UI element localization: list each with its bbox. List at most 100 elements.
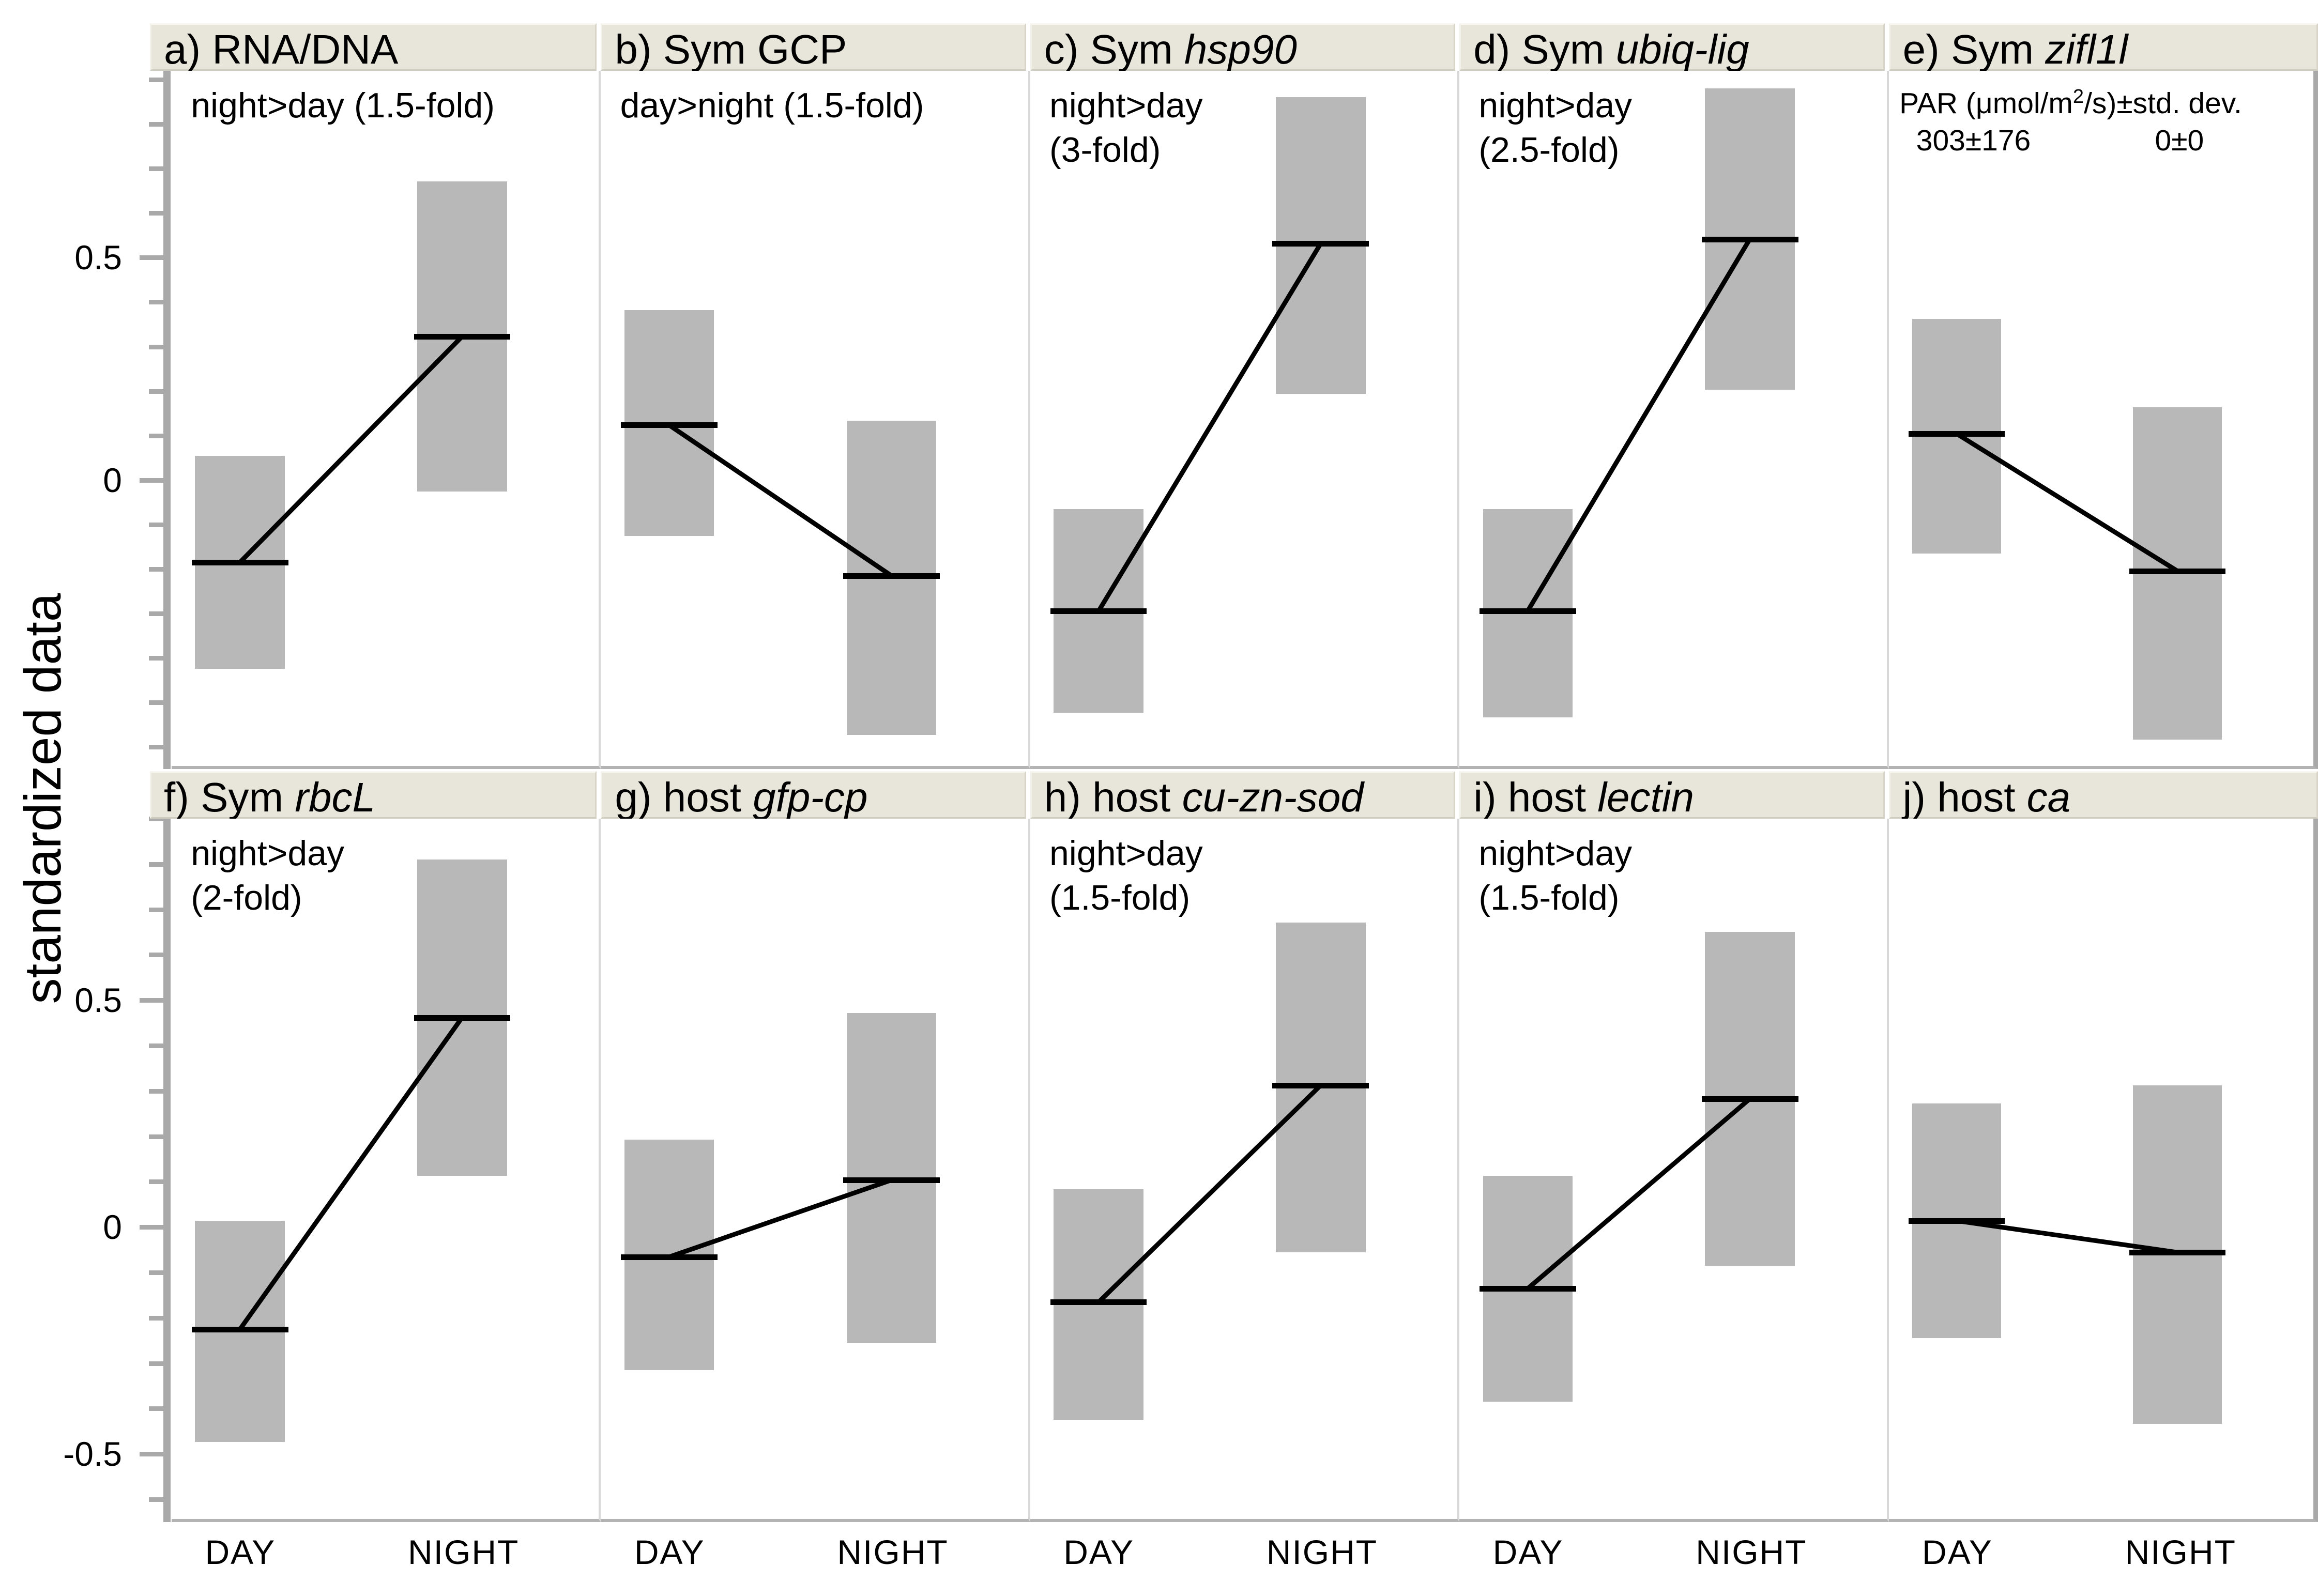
par-day-value: 303±176 xyxy=(1916,124,2031,157)
y-axis-tick-label: 0 xyxy=(103,461,122,499)
panel-plot-i: night>day (1.5-fold) xyxy=(1459,819,1889,1522)
y-axis-minor-tick xyxy=(149,389,163,394)
y-axis-minor-tick xyxy=(149,211,163,216)
day-mean-line xyxy=(1480,608,1576,615)
panel-title-gene: gfp-cp xyxy=(753,774,868,820)
y-axis-tick-label: -0.5 xyxy=(63,1435,122,1474)
x-axis-label-day: DAY xyxy=(1063,1533,1135,1571)
annotation-line: (2.5-fold) xyxy=(1478,130,1620,170)
panel-annotation: night>day (1.5-fold) xyxy=(1478,831,1632,920)
annotation-line: (1.5-fold) xyxy=(1049,878,1191,917)
par-annotation: PAR (μmol/m2/s)±std. dev. 303±176 0±0 xyxy=(1899,78,2311,159)
annotation-line: night>day xyxy=(1049,86,1203,125)
y-axis-minor-tick xyxy=(149,700,163,705)
annotation-line: night>day xyxy=(191,834,344,873)
panel-annotation: night>day (1.5-fold) xyxy=(191,83,495,128)
y-axis-major-tick xyxy=(140,1452,163,1457)
y-axis-minor-tick xyxy=(149,655,163,661)
trend-line xyxy=(172,71,599,766)
y-axis-minor-tick xyxy=(149,817,163,821)
x-axis-label-day: DAY xyxy=(205,1533,276,1571)
panel-title: c) Sym xyxy=(1044,26,1184,72)
y-axis-minor-tick xyxy=(149,953,163,958)
trend-line xyxy=(601,819,1028,1519)
y-axis-minor-tick xyxy=(149,1270,163,1276)
annotation-line: night>day (1.5-fold) xyxy=(191,86,495,125)
y-axis-major-tick xyxy=(140,1225,163,1230)
day-mean-line xyxy=(1480,1286,1576,1292)
panel-plot-j xyxy=(1888,819,2318,1522)
par-values: 303±176 0±0 xyxy=(1899,122,2311,159)
y-axis-minor-tick xyxy=(149,1406,163,1411)
y-axis-tick-label: 0 xyxy=(103,1208,122,1247)
panel-annotation: night>day (1.5-fold) xyxy=(1049,831,1203,920)
panel-header-h: h) host cu-zn-sod xyxy=(1030,771,1456,820)
panel-plot-d: night>day (2.5-fold) xyxy=(1459,71,1889,769)
trend-line xyxy=(1030,819,1457,1519)
y-axis-minor-tick xyxy=(149,78,163,83)
trend-line xyxy=(1459,71,1886,766)
panel-header-i: i) host lectin xyxy=(1459,771,1885,820)
y-axis-major-tick xyxy=(140,255,163,260)
y-axis-major-tick xyxy=(140,478,163,483)
panel-header-g: g) host gfp-cp xyxy=(601,771,1026,819)
trend-line xyxy=(1889,71,2313,766)
y-axis-minor-tick xyxy=(149,566,163,572)
y-axis-title: standardized data xyxy=(14,593,72,1004)
panel-title-gene: zifl1l xyxy=(2045,26,2128,72)
trend-line xyxy=(601,71,1028,766)
panel-plot-h: night>day (1.5-fold) xyxy=(1030,819,1460,1522)
y-axis-tick-label: 0.5 xyxy=(74,981,122,1020)
panel-title: j) host xyxy=(1902,774,2027,820)
panel-plot-e: PAR (μmol/m2/s)±std. dev. 303±176 0±0 xyxy=(1888,71,2318,769)
panel-title: f) Sym xyxy=(164,774,295,820)
panel-plot-c: night>day (3-fold) xyxy=(1030,71,1460,769)
trend-line xyxy=(1459,819,1886,1519)
par-night-value: 0±0 xyxy=(2155,124,2204,157)
par-label-prefix: PAR (μmol/m xyxy=(1899,87,2073,120)
panel-title-gene: ca xyxy=(2026,774,2071,820)
annotation-line: (2-fold) xyxy=(191,878,302,917)
x-axis-label-night: NIGHT xyxy=(1696,1533,1807,1571)
panel-header-f: f) Sym rbcL xyxy=(150,771,597,819)
panel-title: i) host xyxy=(1473,774,1598,820)
par-label-line: PAR (μmol/m2/s)±std. dev. xyxy=(1899,78,2311,122)
panel-annotation: night>day (2.5-fold) xyxy=(1478,83,1632,172)
x-axis-label-day: DAY xyxy=(1492,1533,1564,1571)
x-axis-label-night: NIGHT xyxy=(2125,1533,2236,1571)
y-axis-minor-tick xyxy=(149,1088,163,1094)
panel-plot-g xyxy=(601,819,1030,1522)
y-axis-minor-tick xyxy=(149,1315,163,1321)
y-axis-minor-tick xyxy=(149,1497,163,1502)
panel-plot-a: night>day (1.5-fold) xyxy=(172,71,601,769)
panel-title-gene: rbcL xyxy=(295,774,375,820)
panel-header-e: e) Sym zifl1l xyxy=(1888,23,2318,72)
y-axis-tick-label: 0.5 xyxy=(74,238,122,277)
y-axis-minor-tick xyxy=(149,433,163,438)
trend-line xyxy=(172,819,599,1519)
y-axis-minor-tick xyxy=(149,344,163,349)
panel-annotation: night>day (3-fold) xyxy=(1049,83,1203,172)
night-mean-line xyxy=(2129,1250,2225,1256)
panel-title-gene: lectin xyxy=(1597,774,1695,820)
panel-title: d) Sym xyxy=(1473,26,1616,72)
panel-header-c: c) Sym hsp90 xyxy=(1030,23,1456,72)
y-axis-line xyxy=(163,819,171,1522)
panel-header-d: d) Sym ubiq-lig xyxy=(1459,23,1885,72)
annotation-line: night>day xyxy=(1049,834,1203,873)
y-axis-minor-tick xyxy=(149,166,163,172)
day-mean-line xyxy=(191,559,288,565)
panel-title-gene: cu-zn-sod xyxy=(1182,774,1364,820)
x-axis-label-night: NIGHT xyxy=(1266,1533,1378,1571)
panel-header-j: j) host ca xyxy=(1888,771,2318,820)
panel-annotation: day>night (1.5-fold) xyxy=(620,83,924,128)
x-axis-label-night: NIGHT xyxy=(837,1533,949,1571)
panel-title-gene: hsp90 xyxy=(1184,26,1297,72)
par-label-superscript: 2 xyxy=(2072,86,2084,108)
y-axis-minor-tick xyxy=(149,1179,163,1185)
panel-title: b) Sym GCP xyxy=(615,26,847,72)
day-mean-line xyxy=(1050,1299,1147,1306)
night-mean-line xyxy=(843,573,940,579)
x-axis-label-day: DAY xyxy=(634,1533,705,1571)
